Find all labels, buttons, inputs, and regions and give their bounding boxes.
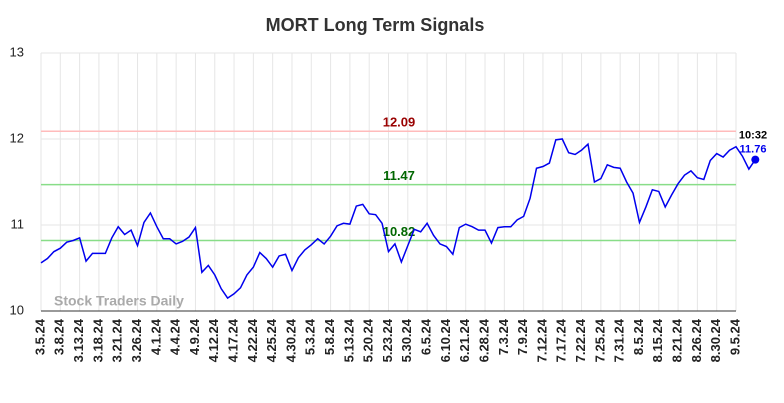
x-tick-label: 7.12.24 <box>534 318 549 362</box>
last-time: 10:32 <box>739 130 767 142</box>
x-tick-label: 5.20.24 <box>361 318 376 362</box>
last-value: 11.76 <box>740 144 767 156</box>
x-tick-label: 7.31.24 <box>612 318 627 362</box>
x-tick-label: 5.30.24 <box>399 318 414 362</box>
x-tick-label: 8.26.24 <box>689 318 704 362</box>
y-tick-label: 10 <box>10 302 24 317</box>
x-tick-label: 4.12.24 <box>206 318 221 362</box>
x-tick-label: 4.9.24 <box>187 318 202 355</box>
x-tick-label: 3.18.24 <box>90 318 105 362</box>
x-tick-label: 5.8.24 <box>322 318 337 355</box>
watermark: Stock Traders Daily <box>54 293 184 309</box>
x-tick-label: 8.15.24 <box>650 318 665 362</box>
x-tick-label: 9.5.24 <box>727 318 742 355</box>
y-tick-label: 11 <box>11 216 25 231</box>
x-tick-label: 7.17.24 <box>554 318 569 362</box>
signal-label: 12.09 <box>383 115 416 130</box>
x-tick-label: 4.25.24 <box>264 318 279 362</box>
x-tick-label: 3.26.24 <box>129 318 144 362</box>
x-tick-label: 8.5.24 <box>631 318 646 355</box>
x-tick-label: 6.10.24 <box>438 318 453 362</box>
x-tick-label: 6.21.24 <box>457 318 472 362</box>
x-tick-label: 7.3.24 <box>496 318 511 355</box>
x-tick-label: 7.9.24 <box>515 318 530 355</box>
y-tick-label: 12 <box>10 130 24 145</box>
chart-title: MORT Long Term Signals <box>266 15 485 35</box>
x-tick-label: 4.22.24 <box>245 318 260 362</box>
signal-label: 10.82 <box>383 224 416 239</box>
x-tick-label: 3.13.24 <box>71 318 86 362</box>
x-tick-label: 7.22.24 <box>573 318 588 362</box>
x-tick-label: 3.5.24 <box>32 318 47 355</box>
signal-label: 11.47 <box>383 168 415 183</box>
x-tick-label: 4.17.24 <box>225 318 240 362</box>
x-tick-label: 8.30.24 <box>708 318 723 362</box>
x-tick-label: 3.21.24 <box>110 318 125 362</box>
price-line <box>40 138 756 300</box>
x-tick-label: 8.21.24 <box>670 318 685 362</box>
x-tick-label: 7.25.24 <box>592 318 607 362</box>
x-tick-label: 5.23.24 <box>380 318 395 362</box>
last-point <box>751 155 760 164</box>
x-tick-label: 6.5.24 <box>419 318 434 355</box>
x-tick-label: 4.1.24 <box>148 318 163 355</box>
x-tick-label: 6.28.24 <box>476 318 491 362</box>
y-tick-label: 13 <box>10 44 24 59</box>
x-tick-label: 5.13.24 <box>341 318 356 362</box>
x-tick-label: 5.3.24 <box>303 318 318 355</box>
x-tick-label: 3.8.24 <box>52 318 67 355</box>
x-tick-label: 4.30.24 <box>283 318 298 362</box>
x-tick-label: 4.4.24 <box>168 318 183 355</box>
